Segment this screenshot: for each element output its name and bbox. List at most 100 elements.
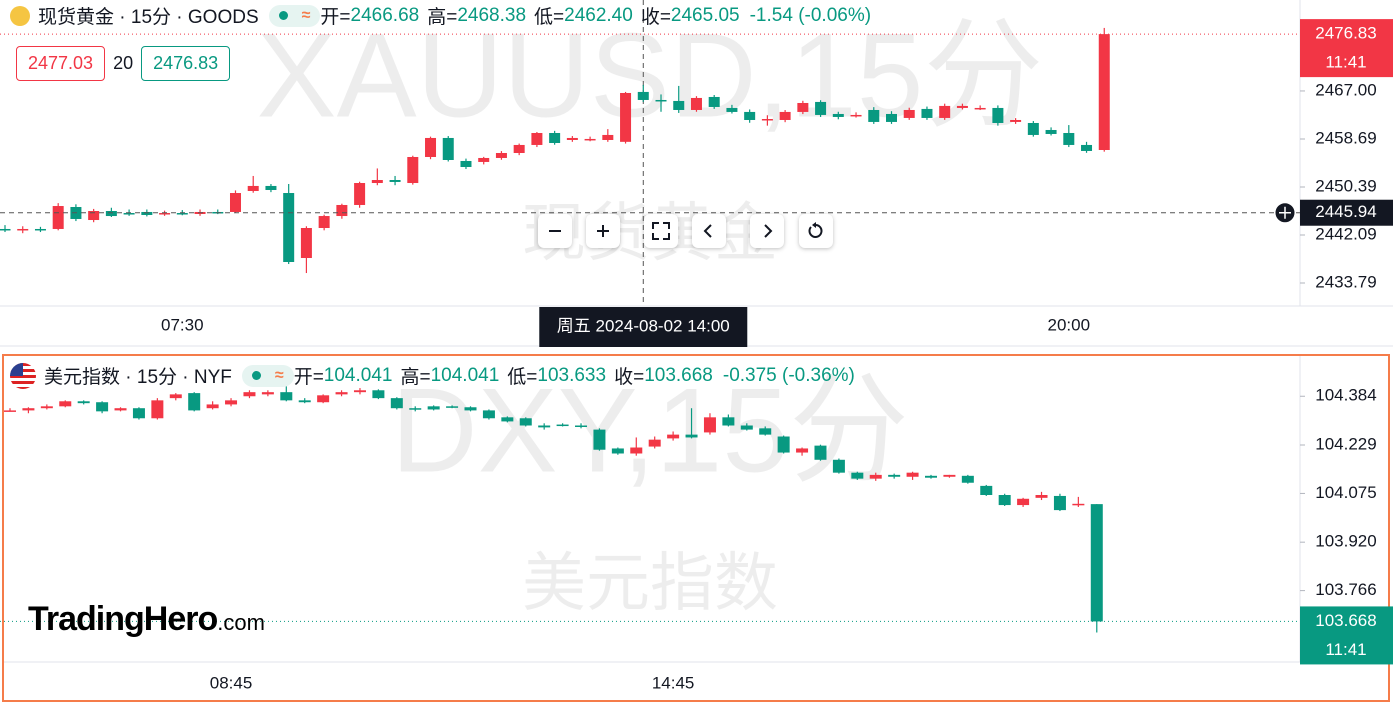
candle-body <box>371 180 383 184</box>
candle-body <box>832 113 844 117</box>
candle-body <box>513 144 525 153</box>
zoom-out-button[interactable] <box>538 214 572 248</box>
crosshair-time-label: 周五 2024-08-02 14:00 <box>557 316 730 335</box>
symbol: 现货黄金 · 15分 · GOODS <box>38 7 259 28</box>
ohlc-value: 2466.68 <box>350 4 420 26</box>
ohlc-value: 2465.05 <box>670 4 740 26</box>
ohlc-label: 高= <box>400 367 431 388</box>
candle-body <box>34 228 46 231</box>
candle-body <box>283 193 295 262</box>
candle-body <box>1045 129 1057 134</box>
active-pane-border <box>2 354 1390 702</box>
candle-body <box>886 113 897 122</box>
scroll-right-button[interactable] <box>750 214 784 248</box>
crosshair-price-box <box>1300 199 1393 226</box>
ohlc-label: 收= <box>640 7 671 28</box>
candle-body <box>519 418 532 426</box>
candle-body <box>243 392 256 397</box>
x-tick-label: 08:45 <box>210 673 253 692</box>
y-tick-label: 103.766 <box>1315 580 1376 599</box>
candle-body <box>814 445 827 460</box>
ohlc-value: 2462.40 <box>564 4 633 26</box>
countdown-label: 11:41 <box>1325 640 1366 659</box>
watermark-name: 美元指数 <box>522 547 778 619</box>
candle-body <box>336 204 348 217</box>
candle-body <box>779 111 791 120</box>
fullscreen-button[interactable] <box>644 214 678 248</box>
x-tick-label: 07:30 <box>161 315 204 334</box>
ohlc-label: 高= <box>427 7 458 28</box>
scroll-left-button[interactable] <box>692 214 726 248</box>
symbol: 美元指数 · 15分 · NYF <box>44 367 232 388</box>
candle-body <box>265 185 277 191</box>
x-tick-label: 20:00 <box>1048 315 1091 334</box>
candle-body <box>407 156 419 184</box>
candle-body <box>584 138 596 141</box>
candle-body <box>868 109 880 122</box>
candle-body <box>740 425 753 430</box>
candle-body <box>906 472 919 477</box>
candle-body <box>123 213 135 215</box>
candle-body <box>1063 132 1075 145</box>
candle-body <box>925 475 937 478</box>
market-open-dot <box>278 11 288 20</box>
bid-price: 2476.83 <box>141 46 231 81</box>
candle-body <box>446 406 459 408</box>
status-pill: ≈ <box>268 4 321 27</box>
candle-body <box>298 400 311 403</box>
spread: 20 <box>113 53 134 73</box>
candle-body <box>667 434 680 439</box>
candle-body <box>176 213 188 215</box>
delay-icon: ≈ <box>274 366 284 384</box>
candle-body <box>261 392 274 395</box>
candle-body <box>501 417 514 422</box>
ohlc-label: 开= <box>293 367 324 388</box>
candle-body <box>538 425 551 428</box>
candle-body <box>389 180 401 182</box>
candle-body <box>442 137 454 160</box>
candle-body <box>943 474 956 477</box>
candle-body <box>1035 495 1048 498</box>
candle-body <box>726 107 738 112</box>
ohlc-label: 低= <box>534 7 565 28</box>
candle-body <box>4 410 16 412</box>
candle-body <box>815 101 827 115</box>
candle-body <box>188 393 201 411</box>
candle-body <box>1053 495 1066 511</box>
candle-body <box>888 474 901 477</box>
candle-body <box>1017 498 1030 506</box>
candle-body <box>495 153 507 158</box>
candle-body <box>0 228 11 231</box>
flag-icon <box>10 362 36 389</box>
candle-body <box>744 111 756 120</box>
candle-body <box>703 417 716 433</box>
crosshair-add-plus <box>1279 206 1291 219</box>
market-open-dot <box>251 371 261 380</box>
candle-body <box>390 398 403 409</box>
last-price-label: 2476.83 <box>1315 24 1376 43</box>
y-tick-label: 2458.69 <box>1315 128 1376 147</box>
change: -1.54 (-0.06%) <box>749 4 872 26</box>
candle-body <box>611 448 624 454</box>
reset-button[interactable] <box>799 214 833 248</box>
candle-body <box>637 91 649 100</box>
y-tick-label: 104.229 <box>1315 434 1376 453</box>
candle-body <box>869 474 882 479</box>
candle-body <box>96 402 109 412</box>
candle-body <box>1090 504 1103 622</box>
candle-body <box>797 102 809 112</box>
candle-body <box>974 107 986 110</box>
zoom-in-button[interactable] <box>586 214 620 248</box>
change: -0.375 (-0.36%) <box>722 364 855 386</box>
candle-body <box>318 216 330 228</box>
candle-body <box>151 400 164 419</box>
last-price-label: 103.668 <box>1315 611 1376 630</box>
crosshair-time-box <box>539 307 748 347</box>
candle-body <box>648 439 661 447</box>
candle-body <box>655 99 667 102</box>
last-price-box <box>1300 606 1393 665</box>
candle-body <box>40 406 53 409</box>
candle-body <box>630 447 643 454</box>
